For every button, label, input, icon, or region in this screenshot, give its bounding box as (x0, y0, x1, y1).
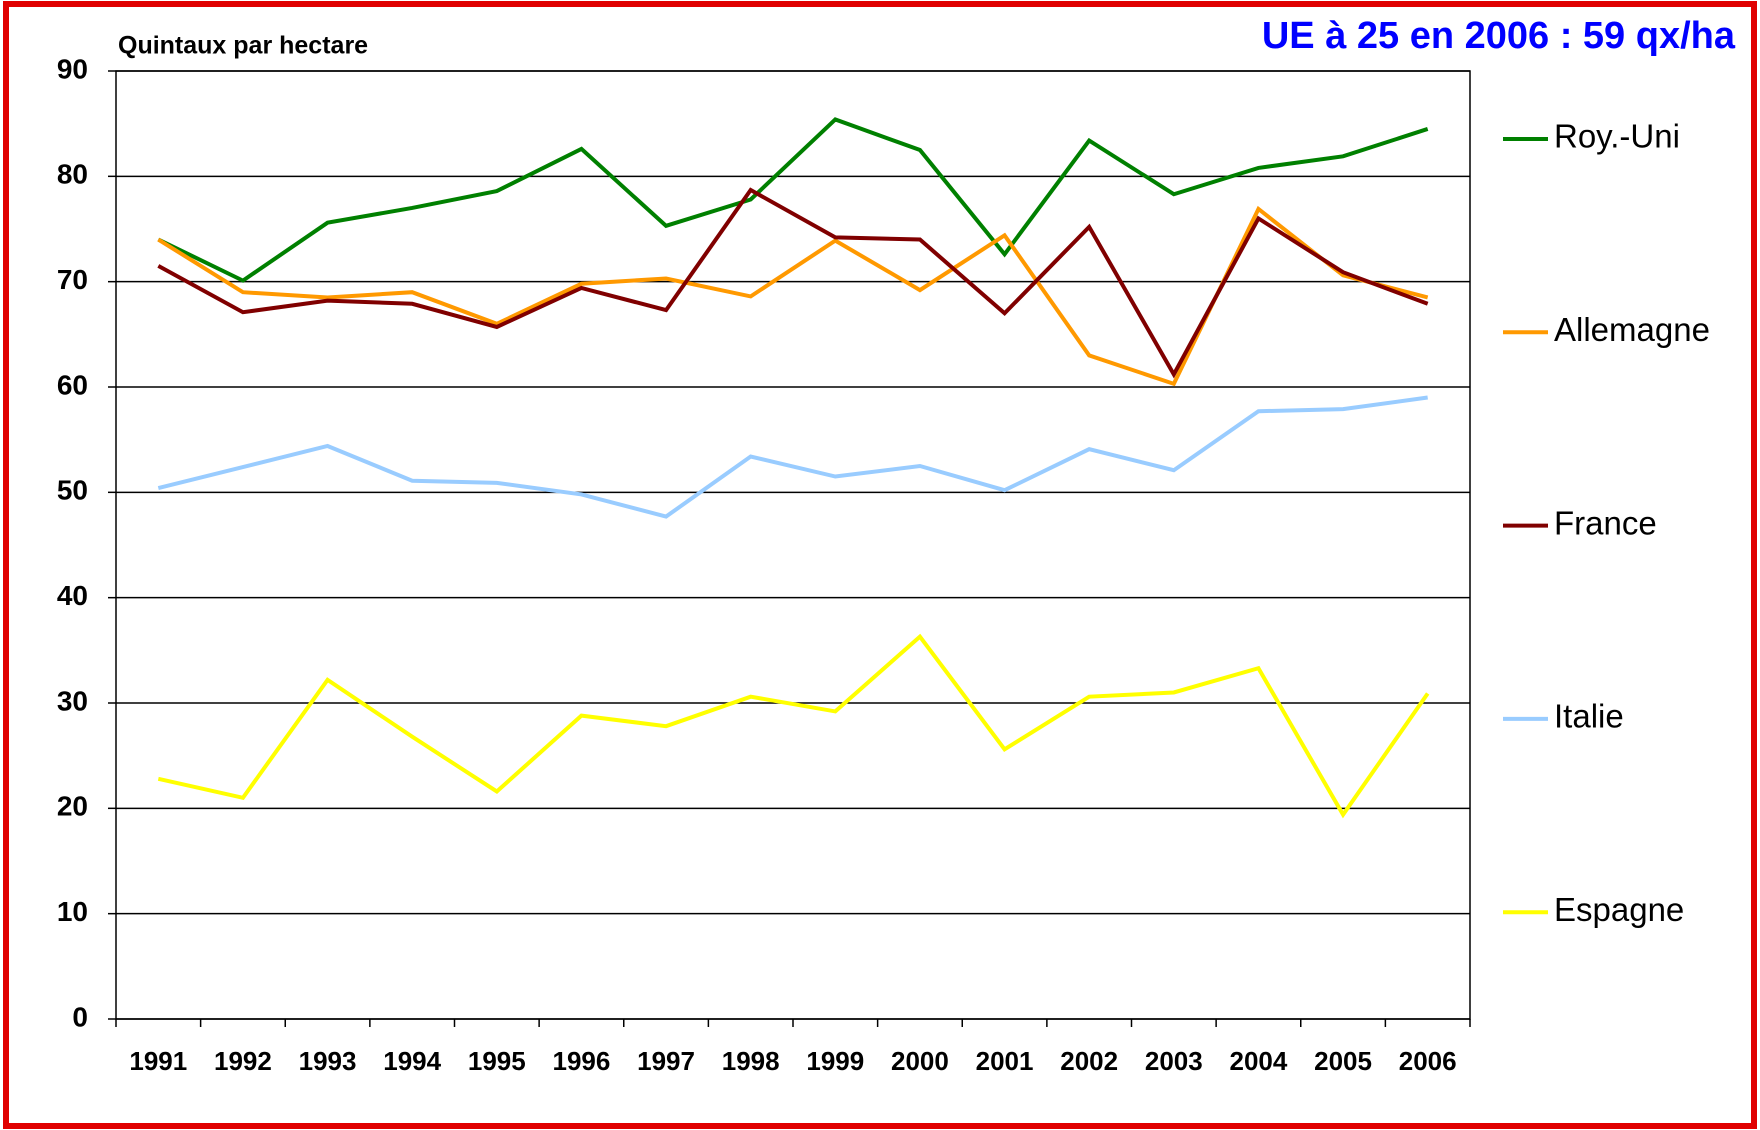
y-tick-label: 40 (57, 580, 88, 611)
y-tick-label: 90 (57, 53, 88, 84)
series-line (157, 117, 1429, 283)
x-tick-label: 2001 (976, 1046, 1034, 1076)
series-line (157, 187, 1429, 379)
x-tick-label: 1999 (806, 1046, 864, 1076)
x-tick-label: 1998 (722, 1046, 780, 1076)
y-tick-label: 70 (57, 264, 88, 295)
x-tick-label: 2000 (891, 1046, 949, 1076)
legend-label: Espagne (1554, 891, 1684, 928)
x-tick-label: 1997 (637, 1046, 695, 1076)
y-tick-label: 0 (72, 1001, 88, 1032)
y-tick-label: 10 (57, 896, 88, 927)
x-tick-label: 2006 (1399, 1046, 1457, 1076)
legend-label: Roy.-Uni (1554, 118, 1680, 155)
y-tick-label: 80 (57, 159, 88, 190)
x-tick-label: 2005 (1314, 1046, 1372, 1076)
legend-label: Italie (1554, 698, 1624, 735)
series-line (157, 633, 1430, 819)
x-tick-label: 1993 (299, 1046, 357, 1076)
x-tick-label: 1992 (214, 1046, 272, 1076)
legend-label: Allemagne (1554, 311, 1710, 348)
x-tick-label: 1996 (553, 1046, 611, 1076)
x-tick-label: 2004 (1230, 1046, 1288, 1076)
chart-title: UE à 25 en 2006 : 59 qx/ha (1262, 15, 1736, 57)
legend-label: France (1554, 504, 1657, 541)
y-tick-label: 20 (57, 791, 88, 822)
x-tick-label: 2002 (1060, 1046, 1118, 1076)
y-tick-label: 30 (57, 685, 88, 716)
series-line (157, 395, 1428, 519)
y-tick-label: 60 (57, 369, 88, 400)
frame (3, 1, 1757, 1129)
x-tick-label: 1994 (383, 1046, 441, 1076)
y-axis-label: Quintaux par hectare (118, 32, 368, 60)
x-tick-label: 1995 (468, 1046, 526, 1076)
y-tick-label: 50 (57, 475, 88, 506)
x-tick-label: 2003 (1145, 1046, 1203, 1076)
x-tick-label: 1991 (129, 1046, 187, 1076)
